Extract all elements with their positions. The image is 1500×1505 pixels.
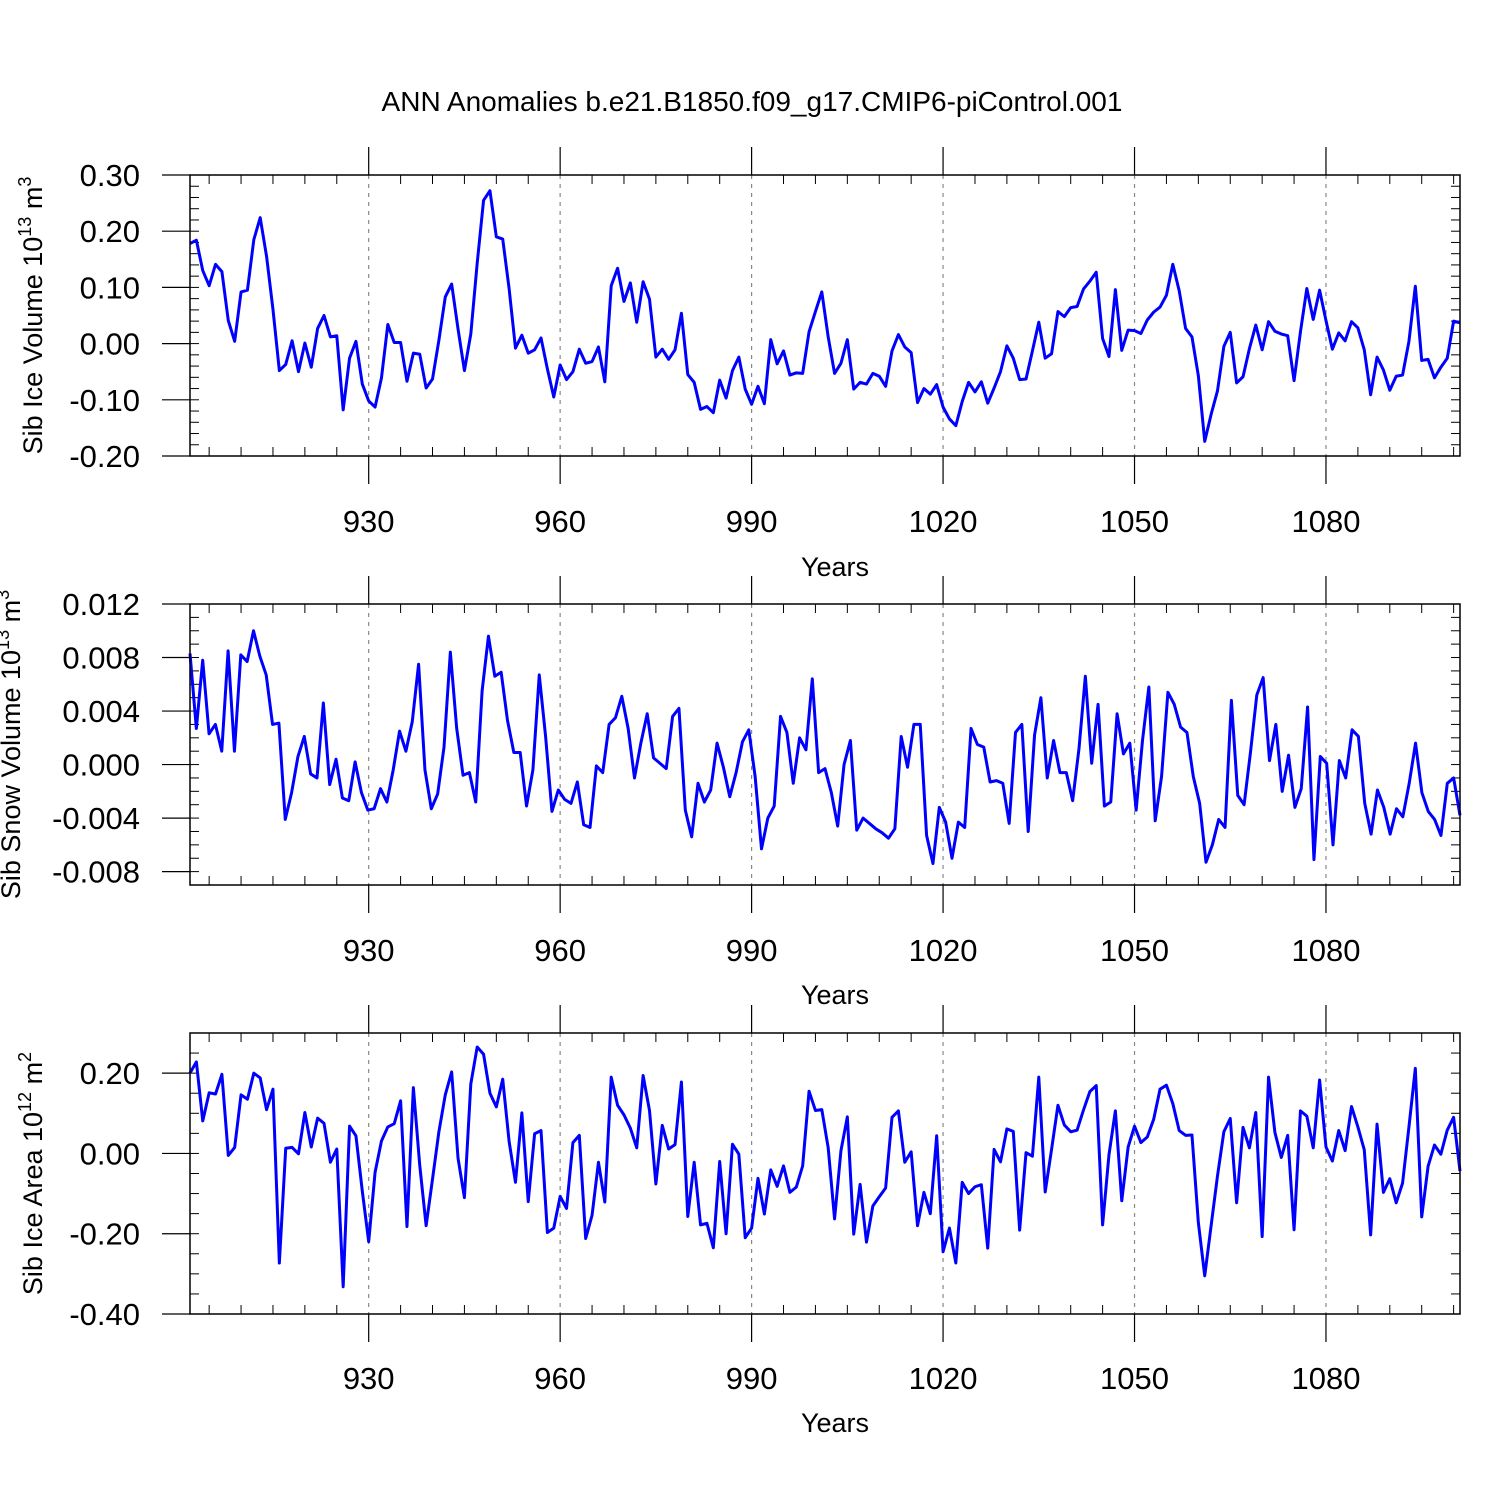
data-series-line bbox=[189, 189, 1461, 443]
chart-panels: 930 960 990 1020 1050 1080 -0.20 -0.10 0.00 0.10 0… bbox=[0, 147, 1462, 1438]
y-tick-label: -0.004 bbox=[52, 801, 140, 836]
x-tick-label: 990 bbox=[726, 933, 778, 968]
y-tick-label: 0.30 bbox=[80, 158, 140, 193]
y-axis-title: Sib Ice Area 1012 m2 bbox=[15, 1052, 48, 1295]
y-tick-label: 0.20 bbox=[80, 1056, 140, 1091]
x-tick-label: 1080 bbox=[1291, 933, 1360, 968]
y-axis-title-text: Sib Ice Area 10 bbox=[18, 1112, 48, 1295]
x-tick-label: 960 bbox=[534, 504, 586, 539]
chart-title: ANN Anomalies b.e21.B1850.f09_g17.CMIP6-… bbox=[382, 86, 1123, 117]
y-tick-label: -0.10 bbox=[69, 383, 140, 418]
data-series-line bbox=[188, 1045, 1462, 1289]
x-tick-label: 1050 bbox=[1100, 933, 1169, 968]
y-tick-label: -0.008 bbox=[52, 855, 140, 890]
plot-frame bbox=[189, 174, 1461, 457]
y-tick-label: 0.10 bbox=[80, 270, 140, 305]
x-tick-label: 1050 bbox=[1100, 1361, 1169, 1396]
y-tick-label: -0.20 bbox=[69, 1217, 140, 1252]
x-tick-label: 1080 bbox=[1291, 504, 1360, 539]
plot-frame bbox=[189, 603, 1461, 886]
x-tick-label: 1050 bbox=[1100, 504, 1169, 539]
y-axis-title-unit-exponent: 2 bbox=[15, 1052, 35, 1062]
x-tick-label: 990 bbox=[726, 1361, 778, 1396]
x-axis-title: Years bbox=[801, 552, 869, 582]
panel-3: 930 960 990 1020 1050 1080 -0.40 -0.20 0.00 0.20 Y… bbox=[15, 1005, 1462, 1438]
x-tick-label: 960 bbox=[534, 1361, 586, 1396]
x-tick-label: 960 bbox=[534, 933, 586, 968]
plot-frame bbox=[189, 1032, 1461, 1315]
y-axis-title-unit-exponent: 3 bbox=[0, 590, 13, 600]
y-axis-title-exponent: 13 bbox=[15, 217, 35, 237]
y-axis-title: Sib Ice Volume 1013 m3 bbox=[15, 177, 48, 455]
x-tick-label: 930 bbox=[343, 1361, 395, 1396]
y-tick-label: 0.00 bbox=[80, 327, 140, 362]
y-axis-title-unit: m bbox=[18, 1062, 48, 1092]
y-tick-label: -0.40 bbox=[69, 1297, 140, 1332]
x-tick-label: 1020 bbox=[909, 504, 978, 539]
panel-2: 930 960 990 1020 1050 1080 -0.008 -0.004 0.000 0.… bbox=[0, 576, 1462, 1010]
x-axis-title: Years bbox=[801, 980, 869, 1010]
x-tick-label: 930 bbox=[343, 504, 395, 539]
y-axis-title-text: Sib Ice Volume 10 bbox=[18, 237, 48, 455]
y-tick-label: 0.20 bbox=[80, 214, 140, 249]
x-tick-label: 1080 bbox=[1291, 1361, 1360, 1396]
data-series-line bbox=[188, 629, 1462, 866]
y-tick-label: 0.000 bbox=[62, 748, 140, 783]
y-axis-title: Sib Snow Volume 1013 m3 bbox=[0, 590, 26, 899]
y-tick-label: 0.008 bbox=[62, 641, 140, 676]
x-tick-label: 930 bbox=[343, 933, 395, 968]
y-axis-title-unit: m bbox=[18, 187, 48, 217]
x-tick-label: 1020 bbox=[909, 1361, 978, 1396]
y-axis-title-text: Sib Snow Volume 10 bbox=[0, 650, 26, 899]
y-tick-label: 0.012 bbox=[62, 587, 140, 622]
panel-1: 930 960 990 1020 1050 1080 -0.20 -0.10 0.00 0.10 0… bbox=[15, 147, 1461, 582]
y-axis-title-unit: m bbox=[0, 600, 26, 630]
y-tick-label: 0.00 bbox=[80, 1136, 140, 1171]
y-axis-title-unit-exponent: 3 bbox=[15, 177, 35, 187]
x-axis-title: Years bbox=[801, 1408, 869, 1438]
x-tick-label: 1020 bbox=[909, 933, 978, 968]
y-tick-label: 0.004 bbox=[62, 694, 140, 729]
y-axis-title-exponent: 13 bbox=[0, 630, 13, 650]
x-tick-label: 990 bbox=[726, 504, 778, 539]
y-axis-title-exponent: 12 bbox=[15, 1092, 35, 1112]
y-tick-label: -0.20 bbox=[69, 439, 140, 474]
